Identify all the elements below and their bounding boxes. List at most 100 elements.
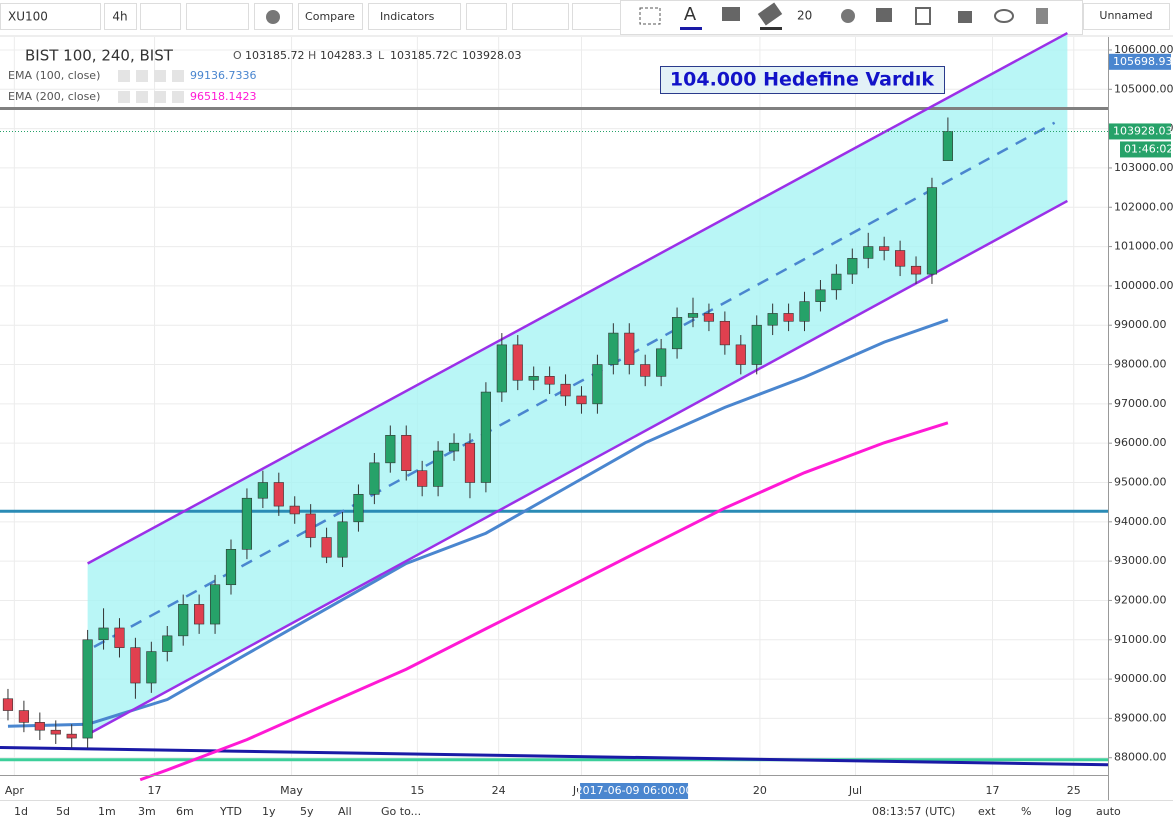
candle-body [369, 462, 380, 495]
bottom-bar [0, 800, 1173, 826]
candle-body [560, 383, 571, 397]
interval[interactable]: 4h [112, 10, 127, 24]
ema-line [139, 421, 949, 782]
range-button[interactable]: 3m [138, 805, 156, 818]
visual-order-icon[interactable] [876, 8, 892, 22]
chart-title: BIST 100, 240, BIST [25, 47, 174, 65]
y-tick-label: 91000.00 [1114, 633, 1167, 646]
channel-middle [93, 121, 1056, 648]
hide-icon[interactable] [994, 9, 1014, 23]
axis-option[interactable]: log [1055, 805, 1072, 818]
compare[interactable]: Compare [305, 10, 355, 23]
chart-style[interactable] [186, 3, 249, 30]
candle-body [863, 246, 874, 259]
range-button[interactable]: 6m [176, 805, 194, 818]
candle-body [926, 187, 938, 275]
candle-body [831, 273, 842, 291]
legend-icon [154, 91, 166, 103]
range-button[interactable]: 1m [98, 805, 116, 818]
y-tick-label: 94000.00 [1114, 515, 1167, 528]
candle-body [910, 265, 922, 275]
settings[interactable] [254, 3, 293, 30]
interval-box[interactable] [104, 3, 137, 30]
candle-body [624, 332, 635, 365]
channel-lower [87, 199, 1068, 736]
range-button[interactable]: 5d [56, 805, 70, 818]
x-tick-label: 25 [1067, 784, 1081, 797]
candle-body [608, 332, 619, 365]
candle-body [799, 301, 810, 322]
range-button[interactable]: 1d [14, 805, 28, 818]
undo-redo[interactable] [572, 3, 623, 30]
candle-body [130, 647, 141, 684]
text-color-icon[interactable]: A [684, 4, 697, 25]
candle-body [241, 497, 253, 550]
y-tick-label: 97000.00 [1114, 397, 1167, 410]
range-button[interactable]: 5y [300, 805, 314, 818]
x-tick-label: 17 [148, 784, 162, 797]
ohlc-letter: O [233, 49, 242, 62]
x-tick-label: Jul [848, 784, 862, 797]
line-style-icon[interactable] [639, 7, 661, 25]
y-tick-label: 106000.00 [1114, 43, 1173, 56]
crosshair-time: 2017-06-09 06:00:00 [576, 784, 693, 797]
y-tick-label: 96000.00 [1114, 436, 1167, 449]
legend-icon [136, 91, 148, 103]
fill-icon[interactable] [722, 7, 740, 21]
clone-icon[interactable] [915, 7, 931, 25]
alert-button[interactable] [466, 3, 507, 30]
candle-body [879, 246, 890, 251]
legend-icon [172, 70, 184, 82]
range-button[interactable]: 1y [262, 805, 276, 818]
font-size[interactable]: 20 [797, 9, 812, 23]
countdown: 01:46:02 [1124, 142, 1173, 155]
indicators-button[interactable] [368, 3, 461, 30]
marker-price-label: 105698.93 [1113, 55, 1173, 68]
candle-body [353, 493, 364, 523]
candle-body [114, 627, 125, 648]
y-tick-label: 98000.00 [1114, 358, 1167, 371]
layout-name[interactable]: Unnamed [1099, 9, 1152, 22]
candle-body [671, 317, 683, 350]
x-tick-label: 24 [492, 784, 506, 797]
candle-body [2, 698, 14, 711]
symbol-box[interactable] [0, 3, 101, 30]
x-tick-label: Apr [5, 784, 25, 797]
candle-body [194, 604, 205, 625]
bars-menu[interactable] [140, 3, 181, 30]
last-price-label: 103928.03 [1113, 124, 1173, 137]
ohlc-value: 104283.3 [320, 49, 373, 62]
candle-body [815, 289, 826, 302]
ema-line [7, 318, 949, 728]
legend-icon [172, 91, 184, 103]
countdown-box [1120, 141, 1171, 158]
pen-icon[interactable] [757, 2, 783, 26]
candle-body [178, 604, 189, 637]
lock-icon[interactable] [958, 11, 972, 23]
axis-option[interactable]: auto [1096, 805, 1121, 818]
candle-body [735, 344, 746, 365]
replay-button[interactable] [512, 3, 569, 30]
draw-settings-icon[interactable] [841, 9, 855, 23]
layout-button[interactable] [1083, 3, 1170, 30]
delete-icon[interactable] [1036, 8, 1048, 24]
candle-body [162, 635, 173, 652]
ohlc-value: 103185.72 [245, 49, 305, 62]
indicators[interactable]: Indicators [380, 10, 435, 23]
symbol[interactable]: XU100 [8, 10, 48, 24]
y-tick-label: 101000.00 [1114, 240, 1173, 253]
axis-option[interactable]: % [1021, 805, 1031, 818]
axis-option[interactable]: ext [978, 805, 996, 818]
crosshair-time-box [580, 783, 689, 799]
x-tick-label: 17 [986, 784, 1000, 797]
candle-body [895, 250, 906, 267]
goto-button[interactable]: Go to... [381, 805, 421, 818]
range-button[interactable]: YTD [219, 805, 242, 818]
range-button[interactable]: All [338, 805, 352, 818]
candle-body [50, 729, 61, 735]
candle-body [942, 131, 953, 161]
x-tick-label: May [280, 784, 303, 797]
candle-body [576, 395, 587, 405]
compare-button[interactable] [298, 3, 363, 30]
